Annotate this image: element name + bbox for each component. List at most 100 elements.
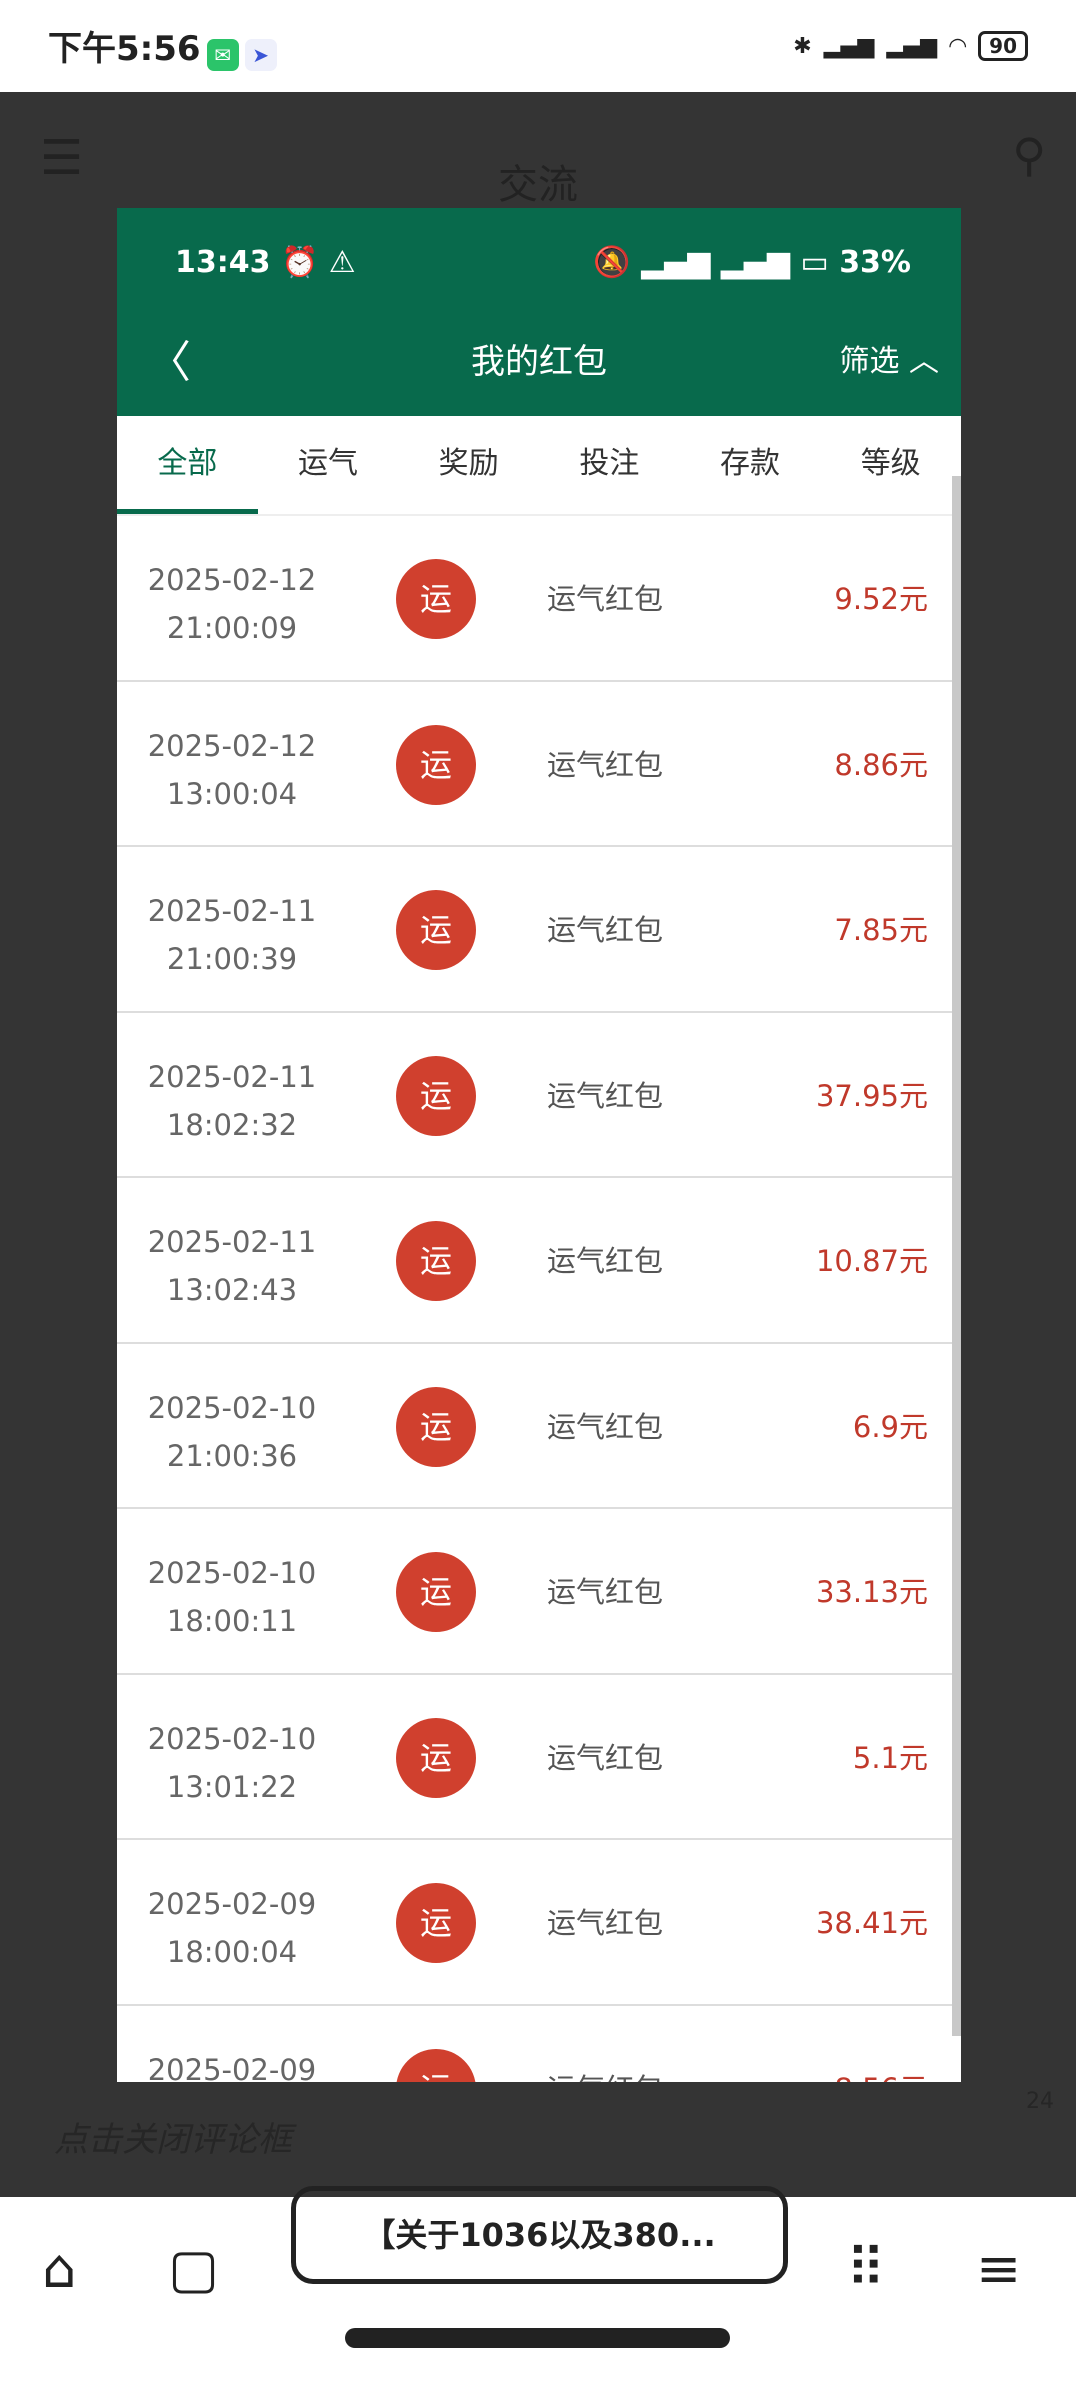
background-title: 交流 <box>498 162 578 208</box>
chevron-up-icon: ︿ <box>909 344 939 379</box>
header: 〈 我的红包 筛选 ︿ <box>117 316 961 416</box>
row-label: 运气红包 <box>547 1078 664 1113</box>
send-icon: ➤ <box>244 39 277 72</box>
wifi-icon: ◠ <box>949 33 967 59</box>
list-item[interactable]: 2025-02-0913:01:09 运 运气红包 8.56元 <box>117 2006 961 2083</box>
list-item[interactable]: 2025-02-09 18:00:04 运 运气红包 38.41元 <box>117 1840 961 2006</box>
row-date: 2025-02-12 <box>147 728 317 763</box>
row-time: 18:02:32 <box>166 1107 298 1142</box>
luck-badge-icon: 运 <box>396 2048 476 2082</box>
inner-battery: 33% <box>839 244 911 280</box>
row-date: 2025-02-09 <box>147 1887 317 1921</box>
red-packet-list: 2025-02-12 21:00:09 运 运气红包 9.52元 2025-02-1… <box>117 516 961 2082</box>
tab-bar: 全部 运气 奖励 投注 存款 等级 <box>117 416 961 516</box>
row-time: 13:02:43 <box>166 1273 298 1307</box>
list-item[interactable]: 2025-02-10 13:01:22 运 运气红包 5.1元 <box>117 1675 961 1840</box>
row-label: 运气红包 <box>547 913 664 947</box>
row-time: 13:00:04 <box>166 776 298 811</box>
signal-icon: 🔕 ▂▄▆ ▂▄▆ ▭ <box>593 244 829 280</box>
row-time: 21:00:36 <box>166 1438 298 1473</box>
tab-bet[interactable]: 投注 <box>579 446 640 481</box>
inner-time: 13:43 <box>175 244 271 280</box>
list-item[interactable]: 2025-02-11 18:02:32 运 运气红包 37.95元 <box>117 1013 961 1178</box>
row-date: 2025-02-12 <box>147 563 317 597</box>
home-icon[interactable]: ⌂ <box>42 2237 77 2300</box>
back-button[interactable]: 〈 <box>147 337 191 388</box>
alarm-icon: ⏰ ⚠ <box>280 244 356 280</box>
luck-badge-icon: 运 <box>396 1883 476 1963</box>
list-item[interactable]: 2025-02-10 21:00:36 运 运气红包 6.9元 <box>117 1344 961 1509</box>
filter-button[interactable]: 筛选 ︿ <box>839 336 939 380</box>
row-time: 18:00:04 <box>166 1935 298 1969</box>
filter-label: 筛选 <box>839 344 900 379</box>
row-datetime: 2025-02-10 21:00:36 <box>117 1384 347 1480</box>
row-amount: 5.1元 <box>852 1740 928 1775</box>
page-title: 我的红包 <box>471 342 607 382</box>
row-date: 2025-02-11 <box>147 1059 317 1094</box>
row-datetime: 2025-02-11 18:02:32 <box>117 1053 347 1149</box>
menu-lines-icon[interactable]: ≡ <box>976 2237 1022 2300</box>
list-item[interactable]: 2025-02-11 13:02:43 运 运气红包 10.87元 <box>117 1178 961 1344</box>
row-label: 运气红包 <box>547 2066 663 2083</box>
row-time: 21:00:09 <box>166 611 298 645</box>
row-datetime: 2025-02-11 13:02:43 <box>117 1218 347 1314</box>
row-label: 运气红包 <box>547 582 664 616</box>
scrollbar[interactable] <box>952 476 961 2036</box>
tab-deposit[interactable]: 存款 <box>720 446 781 481</box>
list-item[interactable]: 2025-02-10 18:00:11 运 运气红包 33.13元 <box>117 1509 961 1675</box>
bluetooth-icon: ✱ <box>793 33 812 59</box>
address-text: 【关于1036以及380... <box>363 2216 716 2254</box>
luck-badge-icon: 运 <box>396 1552 476 1632</box>
close-comment-hint[interactable]: 点击关闭评论框 <box>54 2120 292 2160</box>
row-amount: 33.13元 <box>815 1575 928 1609</box>
row-datetime: 2025-02-12 21:00:09 <box>117 556 347 652</box>
apps-grid-icon[interactable]: ⠿ <box>846 2237 886 2300</box>
counter: 24 <box>1026 2089 1054 2114</box>
row-date: 2025-02-11 <box>147 894 317 928</box>
luck-badge-icon: 运 <box>396 1717 476 1798</box>
row-datetime: 2025-02-09 18:00:04 <box>117 1880 347 1976</box>
tab-reward[interactable]: 奖励 <box>438 446 499 481</box>
row-amount: 8.56元 <box>834 2066 928 2083</box>
row-date: 2025-02-10 <box>147 1721 317 1756</box>
row-datetime: 2025-02-11 21:00:39 <box>117 887 347 983</box>
address-bar[interactable]: 【关于1036以及380... <box>291 2186 788 2284</box>
row-label: 运气红包 <box>547 747 664 782</box>
red-packet-screenshot: 13:43 ⏰ ⚠ 🔕 ▂▄▆ ▂▄▆ ▭ 33% 〈 我的红包 筛选 ︿ 全部… <box>117 208 961 2082</box>
row-amount: 10.87元 <box>815 1244 928 1278</box>
row-label: 运气红包 <box>547 1906 664 1940</box>
battery-icon: 90 <box>978 31 1028 61</box>
tab-luck[interactable]: 运气 <box>298 446 358 481</box>
row-datetime: 2025-02-0913:01:09 <box>117 2046 347 2083</box>
row-date: 2025-02-11 <box>147 1225 317 1259</box>
luck-badge-icon: 运 <box>396 1386 476 1467</box>
luck-badge-icon: 运 <box>396 1055 476 1136</box>
row-time: 21:00:39 <box>166 942 298 976</box>
row-date: 2025-02-10 <box>147 1556 317 1590</box>
row-time: 13:01:22 <box>166 1769 298 1804</box>
row-datetime: 2025-02-10 13:01:22 <box>117 1715 347 1811</box>
list-item[interactable]: 2025-02-12 13:00:04 运 运气红包 8.86元 <box>117 682 961 847</box>
home-indicator[interactable] <box>345 2328 730 2348</box>
row-label: 运气红包 <box>547 1409 664 1444</box>
wechat-icon: ✉ <box>206 39 239 72</box>
tab-level[interactable]: 等级 <box>860 446 921 481</box>
menu-icon: ☰ <box>40 130 84 186</box>
browser-bottom-bar: ⌂ ▢ 【关于1036以及380... ⠿ ≡ <box>0 2186 1076 2400</box>
tabs-icon[interactable]: ▢ <box>168 2237 220 2300</box>
row-label: 运气红包 <box>547 1740 664 1775</box>
row-label: 运气红包 <box>547 1575 664 1609</box>
row-time: 18:00:11 <box>166 1604 298 1638</box>
signal-icon: ▂▄▆ <box>886 33 938 59</box>
row-amount: 6.9元 <box>852 1409 928 1444</box>
tab-all[interactable]: 全部 <box>117 416 258 514</box>
row-amount: 9.52元 <box>834 582 928 616</box>
row-amount: 38.41元 <box>815 1906 928 1940</box>
row-date: 2025-02-10 <box>147 1390 317 1425</box>
signal-icon: ▂▄▆ <box>823 33 875 59</box>
list-item[interactable]: 2025-02-11 21:00:39 运 运气红包 7.85元 <box>117 847 961 1013</box>
luck-badge-icon: 运 <box>396 724 476 805</box>
list-item[interactable]: 2025-02-12 21:00:09 运 运气红包 9.52元 <box>117 516 961 682</box>
luck-badge-icon: 运 <box>396 559 476 639</box>
search-icon: ⚲ <box>1012 128 1046 182</box>
